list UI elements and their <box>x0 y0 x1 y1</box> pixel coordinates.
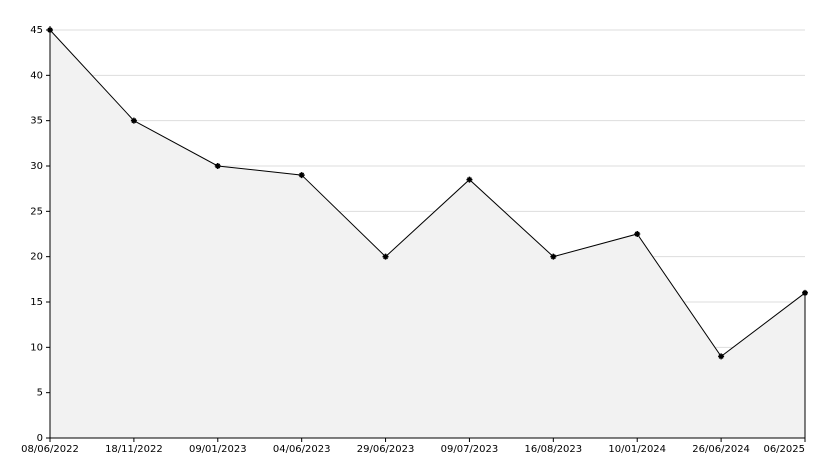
marker <box>298 172 305 179</box>
y-tick-label: 35 <box>30 116 43 127</box>
x-tick-label: 10/01/2024 <box>608 444 666 455</box>
marker <box>718 353 725 360</box>
x-tick-label: 18/11/2022 <box>105 444 163 455</box>
x-tick-label: 26/06/2024 <box>692 444 750 455</box>
x-tick-label: 09/07/2023 <box>441 444 499 455</box>
marker <box>382 253 389 260</box>
y-tick-label: 40 <box>30 70 43 81</box>
x-tick-label: 16/08/2023 <box>525 444 583 455</box>
marker <box>466 176 473 183</box>
y-tick-label: 45 <box>30 25 43 36</box>
y-tick-label: 15 <box>30 297 43 308</box>
marker <box>634 231 641 237</box>
y-tick-label: 30 <box>30 161 43 172</box>
y-tick-label: 20 <box>30 252 43 263</box>
y-tick-label: 25 <box>30 206 43 217</box>
y-tick-label: 0 <box>37 433 43 444</box>
x-tick-label: 04/06/2023 <box>273 444 331 455</box>
line <box>49 29 806 358</box>
x-tick-label: 09/01/2023 <box>189 444 247 455</box>
marker <box>130 117 137 124</box>
area-fill <box>50 30 805 438</box>
x-tick-label: 06/2025 <box>763 444 805 455</box>
y-tick-label: 5 <box>37 388 43 399</box>
y-tick-label: 10 <box>30 342 43 353</box>
x-tick-label: 29/06/2023 <box>357 444 415 455</box>
marker <box>802 289 808 296</box>
marker <box>214 163 221 169</box>
x-tick-label: 08/06/2022 <box>21 444 79 455</box>
marker <box>550 253 557 260</box>
